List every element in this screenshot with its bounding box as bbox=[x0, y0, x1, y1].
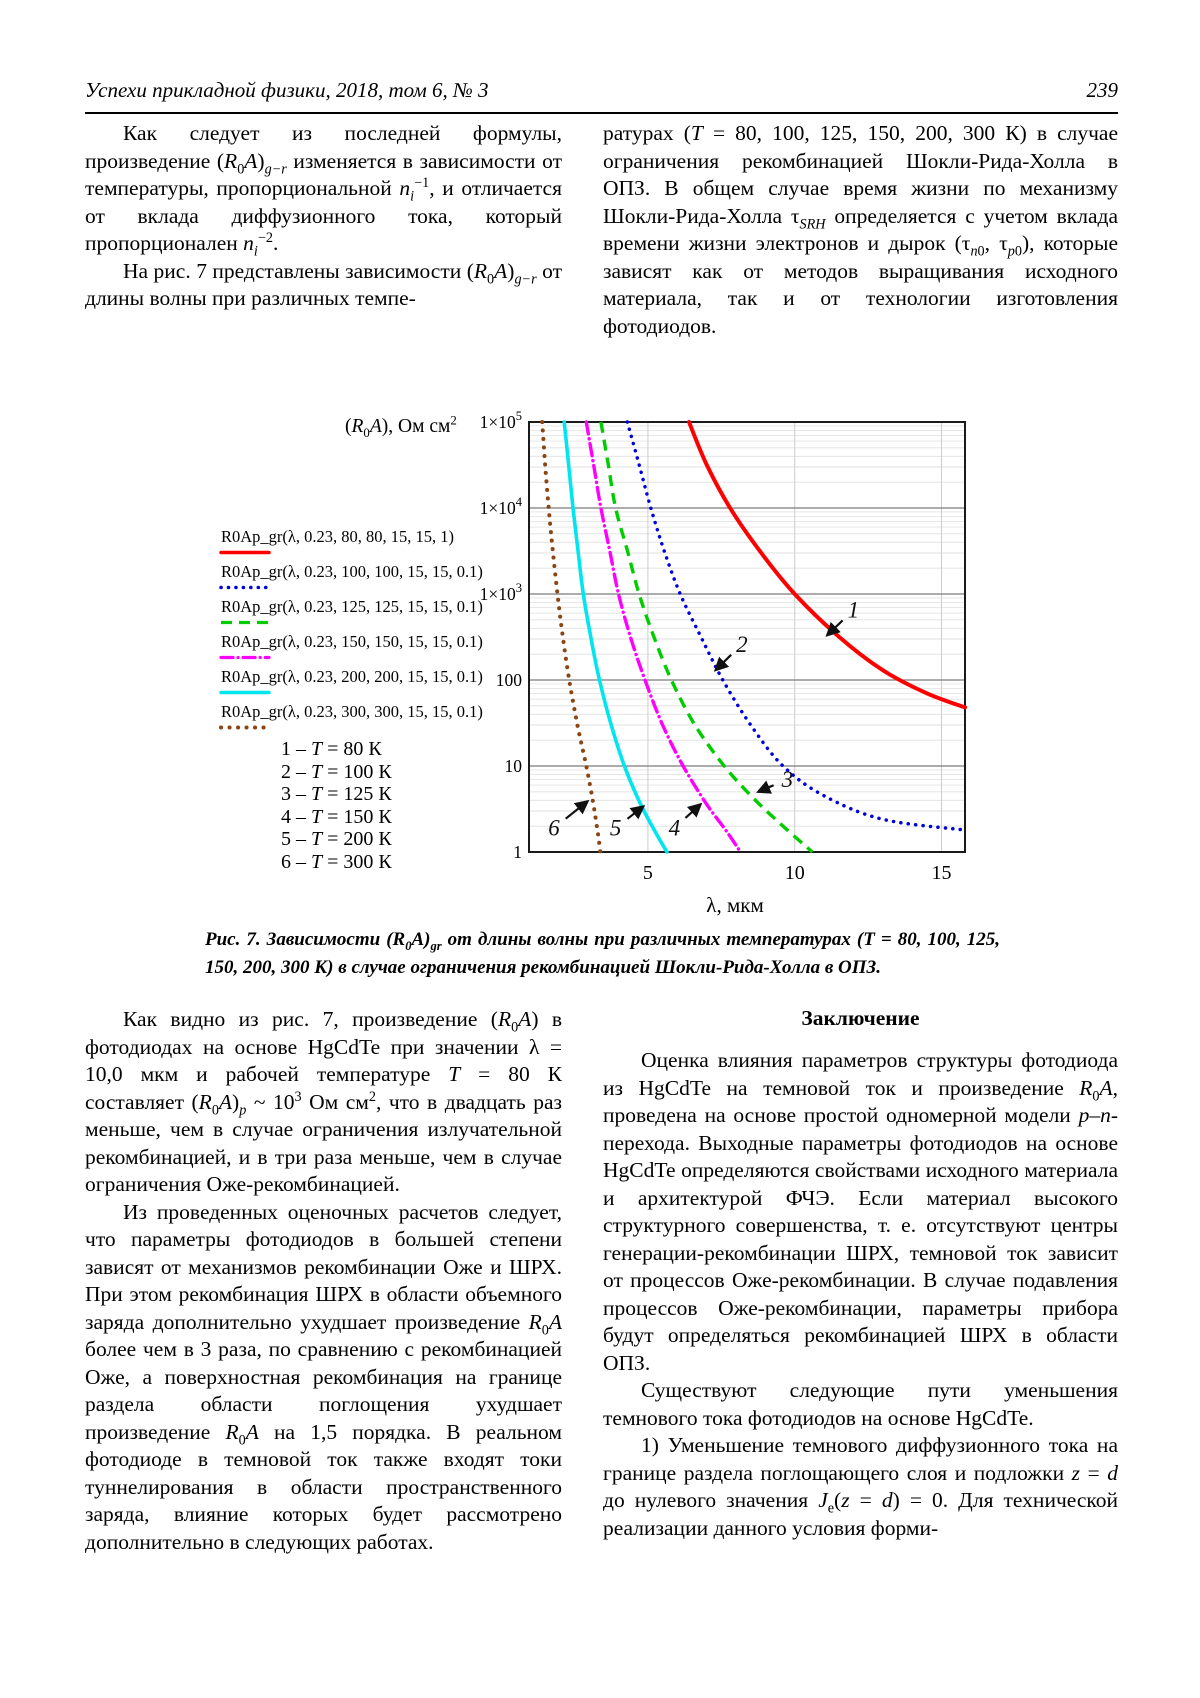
legend-label: R0Ap_gr(λ, 0.23, 125, 125, 15, 15, 0.1) bbox=[221, 597, 483, 616]
page-number: 239 bbox=[1086, 78, 1119, 102]
conclusion-heading: Заключение bbox=[801, 1006, 920, 1030]
y-tick-label: 1×103 bbox=[480, 581, 522, 604]
top-right-column: ратурах (T = 80, 100, 125, 150, 200, 300… bbox=[603, 120, 1118, 340]
legend-item-4: R0Ap_gr(λ, 0.23, 150, 150, 15, 15, 0.1) bbox=[219, 632, 483, 662]
paragraph: Из проведенных оценочных расчетов следуе… bbox=[85, 1199, 562, 1554]
annotation-arrow-6 bbox=[565, 799, 590, 820]
curve-4 bbox=[584, 420, 743, 854]
annotation-arrow-3 bbox=[756, 780, 775, 794]
bottom-right-column: Заключение Оценка влияния параметров стр… bbox=[603, 1006, 1118, 1556]
top-text-columns: Как следует из последней формулы, произв… bbox=[85, 120, 1118, 340]
legend-swatch-1 bbox=[219, 550, 271, 555]
figure-caption: Рис. 7. Зависимости (R0A)gr от длины вол… bbox=[205, 929, 1000, 978]
y-tick-label: 1 bbox=[513, 842, 522, 862]
temp-key-line-1: 1 – T = 80 К bbox=[281, 738, 382, 760]
curve-2 bbox=[625, 420, 967, 832]
annotation-arrow-1 bbox=[825, 619, 844, 637]
bottom-left-column: Как видно из рис. 7, произведение (R0A) … bbox=[85, 1006, 562, 1556]
header-rule bbox=[85, 112, 1118, 115]
x-tick-label: 15 bbox=[932, 862, 952, 884]
temp-key-line-2: 2 – T = 100 К bbox=[281, 760, 392, 783]
legend-swatch-3 bbox=[221, 620, 269, 625]
y-tick-label: 10 bbox=[505, 756, 523, 776]
annotation-label-6: 6 bbox=[548, 816, 560, 841]
bottom-text-columns: Как видно из рис. 7, произведение (R0A) … bbox=[85, 1006, 1118, 1556]
page-header: Успехи прикладной физики, 2018, том 6, №… bbox=[85, 78, 1118, 103]
legend-label: R0Ap_gr(λ, 0.23, 100, 100, 15, 15, 0.1) bbox=[221, 562, 483, 581]
plot-frame bbox=[528, 421, 966, 853]
annotation-label-3: 3 bbox=[781, 767, 794, 792]
legend-label: R0Ap_gr(λ, 0.23, 80, 80, 15, 15, 1) bbox=[221, 527, 455, 546]
temp-key-line-6: 6 – T = 300 К bbox=[281, 850, 392, 873]
legend-swatch-4 bbox=[219, 655, 271, 660]
annotation-label-1: 1 bbox=[848, 598, 860, 623]
curve-6 bbox=[540, 420, 603, 854]
top-left-column: Как следует из последней формулы, произв… bbox=[85, 120, 562, 340]
paragraph: ратурах (T = 80, 100, 125, 150, 200, 300… bbox=[603, 121, 1118, 338]
figure-7: (R0A), Ом см2 R0Ap_gr(λ, 0.23, 80, 80, 1… bbox=[85, 380, 1115, 926]
annotation-arrow-4 bbox=[684, 802, 703, 819]
legend-swatch-6 bbox=[219, 725, 271, 730]
chart-y-axis-title: (R0A), Ом см2 bbox=[345, 413, 457, 440]
annotation-arrow-2 bbox=[713, 654, 732, 672]
paragraph: Оценка влияния параметров структуры фото… bbox=[603, 1048, 1118, 1375]
legend-swatch-5 bbox=[219, 690, 271, 695]
paragraph: Как видно из рис. 7, произведение (R0A) … bbox=[85, 1007, 562, 1196]
legend-label: R0Ap_gr(λ, 0.23, 200, 200, 15, 15, 0.1) bbox=[221, 667, 483, 686]
legend-swatch-2 bbox=[219, 585, 271, 590]
paragraph: Как следует из последней формулы, произв… bbox=[85, 121, 562, 260]
legend-label: R0Ap_gr(λ, 0.23, 150, 150, 15, 15, 0.1) bbox=[221, 632, 483, 651]
paragraph: На рис. 7 представлены зависимости (R0A)… bbox=[85, 258, 562, 311]
curve-3 bbox=[599, 421, 814, 854]
annotation-label-2: 2 bbox=[736, 632, 748, 657]
annotation-label-4: 4 bbox=[669, 816, 681, 841]
y-tick-label: 100 bbox=[496, 670, 523, 690]
legend-item-1: R0Ap_gr(λ, 0.23, 80, 80, 15, 15, 1) bbox=[219, 527, 481, 557]
legend-item-5: R0Ap_gr(λ, 0.23, 200, 200, 15, 15, 0.1) bbox=[219, 667, 483, 697]
temp-key-line-5: 5 – T = 200 К bbox=[281, 828, 392, 850]
annotation-label-5: 5 bbox=[610, 816, 622, 841]
x-tick-label: 10 bbox=[785, 862, 805, 884]
legend-item-3: R0Ap_gr(λ, 0.23, 125, 125, 15, 15, 0.1) bbox=[221, 597, 483, 627]
annotation-arrow-5 bbox=[626, 804, 646, 820]
curve-1 bbox=[687, 420, 967, 710]
legend-label: R0Ap_gr(λ, 0.23, 300, 300, 15, 15, 0.1) bbox=[221, 702, 483, 721]
paragraph: 1) Уменьшение темнового диффузионного то… bbox=[603, 1433, 1118, 1540]
temp-key-line-4: 4 – T = 150 К bbox=[281, 805, 392, 828]
y-tick-label: 1×104 bbox=[480, 495, 523, 518]
temp-key-line-3: 3 – T = 125 К bbox=[281, 783, 392, 805]
journal-title: Успехи прикладной физики, 2018, том 6, №… bbox=[85, 78, 489, 102]
chart-x-axis-title: λ, мкм bbox=[706, 893, 763, 917]
x-tick-label: 5 bbox=[643, 862, 653, 884]
chart-legend: R0Ap_gr(λ, 0.23, 80, 80, 15, 15, 1) R0Ap_… bbox=[219, 527, 483, 737]
legend-item-2: R0Ap_gr(λ, 0.23, 100, 100, 15, 15, 0.1) bbox=[219, 562, 483, 592]
curve-5 bbox=[562, 420, 669, 854]
y-tick-label: 1×105 bbox=[480, 409, 522, 432]
legend-item-6: R0Ap_gr(λ, 0.23, 300, 300, 15, 15, 0.1) bbox=[219, 702, 483, 732]
paragraph: Существуют следующие пути уменьшения тем… bbox=[603, 1378, 1118, 1430]
